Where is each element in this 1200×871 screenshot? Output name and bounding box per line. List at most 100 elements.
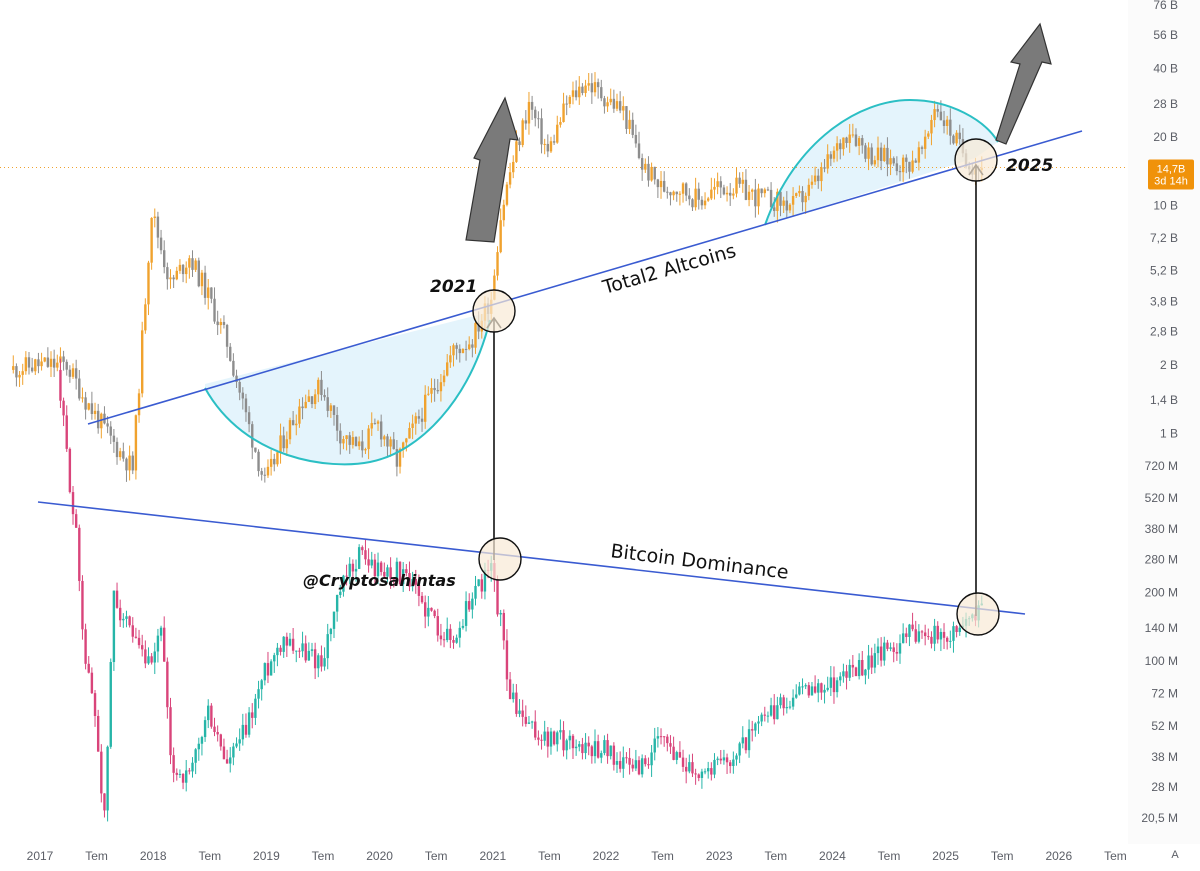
candle-body [254, 698, 257, 718]
candle-body [512, 161, 515, 173]
candle-body [552, 141, 556, 143]
candle-body [628, 119, 631, 129]
candle-body [430, 387, 433, 394]
candle-body [530, 721, 534, 723]
candle-body [279, 435, 282, 453]
candle-body [213, 298, 216, 322]
axis-mode-button[interactable]: A [1171, 849, 1179, 861]
candle-body [559, 121, 562, 125]
candle-body [923, 136, 927, 149]
candle-body [131, 625, 134, 637]
candle-body [373, 559, 377, 577]
candle-body [354, 437, 358, 447]
candle-body [128, 455, 131, 471]
candle-body [788, 706, 792, 708]
candle-body [889, 158, 892, 165]
candle-body [323, 658, 326, 667]
candle-body [556, 124, 559, 143]
candle-body [647, 163, 650, 181]
candle-body [163, 250, 166, 268]
candle-body [782, 200, 785, 206]
candle-body [442, 375, 446, 383]
candle-body [923, 632, 927, 637]
candle-body [927, 133, 930, 137]
candle-body [238, 381, 241, 393]
candle-body [216, 732, 219, 735]
candle-body [609, 745, 612, 757]
candle-body [817, 683, 820, 693]
candle-body [159, 237, 163, 251]
candle-body [436, 390, 439, 392]
candle-body [864, 669, 867, 676]
candle-body [791, 697, 795, 707]
candle-body [515, 692, 518, 714]
candle-body [952, 135, 955, 144]
candle-body [757, 721, 760, 724]
candle-body [886, 642, 889, 649]
candle-body [839, 676, 842, 681]
candle-body [556, 732, 559, 745]
candle-body [618, 761, 622, 769]
candle-body [618, 101, 622, 111]
candle-body [873, 160, 877, 165]
candle-body [37, 359, 40, 367]
candle-body [175, 772, 178, 775]
candle-body [854, 667, 858, 677]
candle-body [357, 547, 361, 569]
candle-body [939, 631, 943, 640]
candle-body [140, 645, 144, 650]
candle-body [857, 659, 861, 677]
candle-body [285, 439, 289, 449]
time-tick-label: 2017 [27, 849, 54, 863]
candle-body [807, 685, 811, 696]
time-tick-label: 2019 [253, 849, 280, 863]
candle-body [163, 627, 166, 662]
candle-body [288, 420, 292, 440]
price-tick-label: 20,5 M [1141, 811, 1178, 825]
candle-body [631, 119, 634, 135]
candle-body [675, 191, 678, 195]
candle-body [826, 687, 829, 690]
candle-body [323, 395, 326, 398]
candle-body [367, 559, 370, 566]
candle-body [543, 143, 546, 145]
candle-body [628, 757, 631, 765]
circle-2025-altcoins [954, 138, 998, 182]
candle-body [496, 252, 499, 276]
candle-body [131, 455, 134, 471]
candle-body [574, 90, 578, 98]
candle-body [901, 633, 905, 644]
candle-body [867, 147, 870, 159]
candle-body [879, 646, 883, 661]
price-axis[interactable] [1128, 0, 1200, 844]
candle-body [917, 147, 921, 163]
candle-body [383, 436, 386, 440]
candle-body [461, 348, 465, 354]
candle-body [606, 740, 609, 757]
candle-body [697, 774, 700, 778]
candle-body [587, 742, 590, 747]
candle-body [669, 192, 672, 196]
candle-body [477, 322, 480, 332]
candle-body [232, 746, 235, 758]
candle-body [732, 759, 735, 767]
candle-body [339, 591, 342, 595]
candle-body [534, 109, 537, 119]
candle-body [499, 220, 502, 253]
candle-body [78, 378, 81, 399]
candle-body [15, 366, 18, 378]
candle-body [584, 85, 587, 94]
candle-body [244, 398, 248, 413]
candle-body [395, 561, 399, 580]
candle-body [684, 766, 688, 772]
candle-body [908, 161, 911, 172]
candle-body [596, 82, 600, 88]
candle-body [864, 145, 867, 159]
price-tick-label: 1,4 B [1150, 393, 1178, 407]
price-tick-label: 380 M [1145, 522, 1178, 536]
candle-body [288, 638, 292, 646]
candle-body [751, 189, 754, 192]
time-tick-label: Tem [425, 849, 448, 863]
